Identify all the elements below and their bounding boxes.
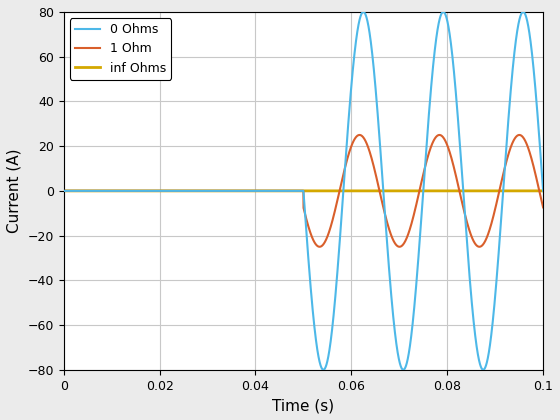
inf Ohms (80, 188, 87, 193)
inf Ohms (63, 188, 69, 193)
1 Ohm (155, 188, 161, 193)
inf Ohms (295, 188, 301, 193)
1 Ohm (515, 133, 521, 138)
0 Ohms (155, 188, 161, 193)
0 Ohms (440, 9, 447, 14)
inf Ohms (540, 188, 547, 193)
0 Ohms (295, 188, 301, 193)
inf Ohms (60, 188, 67, 193)
1 Ohm (80, 188, 87, 193)
0 Ohms (515, 25, 521, 30)
0 Ohms (80, 188, 87, 193)
1 Ohm (295, 188, 301, 193)
inf Ohms (514, 188, 521, 193)
1 Ohm (89, 188, 96, 193)
inf Ohms (155, 188, 161, 193)
0 Ohms (320, 367, 326, 372)
0 Ohms (540, 188, 547, 193)
0 Ohms (63, 188, 69, 193)
1 Ohm (540, 205, 547, 210)
0 Ohms (89, 188, 96, 193)
0 Ohms (60, 188, 67, 193)
1 Ohm (356, 132, 363, 137)
Legend: 0 Ohms, 1 Ohm, inf Ohms: 0 Ohms, 1 Ohm, inf Ohms (70, 18, 171, 80)
Y-axis label: Current (A): Current (A) (7, 149, 22, 233)
inf Ohms (89, 188, 96, 193)
Line: 1 Ohm: 1 Ohm (64, 135, 543, 247)
Line: 0 Ohms: 0 Ohms (64, 12, 543, 370)
1 Ohm (396, 244, 403, 249)
1 Ohm (63, 188, 69, 193)
X-axis label: Time (s): Time (s) (272, 398, 334, 413)
1 Ohm (60, 188, 67, 193)
